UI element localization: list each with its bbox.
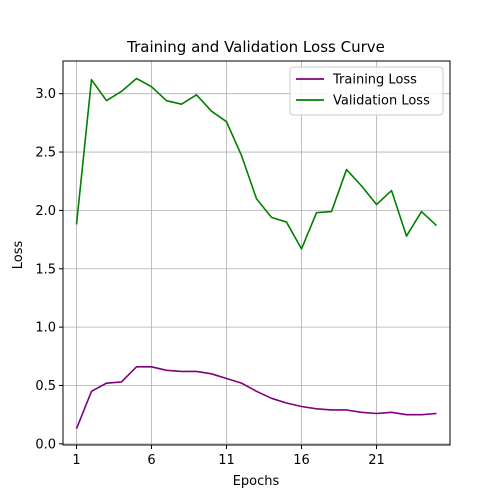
x-axis-label: Epochs (233, 474, 280, 489)
legend-label: Validation Loss (333, 94, 430, 109)
chart-title: Training and Validation Loss Curve (126, 38, 385, 56)
series-line-training-loss (77, 367, 437, 429)
y-tick-label: 3.0 (35, 87, 56, 102)
x-tick-label: 11 (218, 453, 235, 468)
x-tick-label: 1 (72, 453, 80, 468)
y-tick-label: 1.0 (35, 321, 56, 336)
x-tick-label: 6 (147, 453, 155, 468)
legend-label: Training Loss (332, 73, 417, 88)
y-axis-label: Loss (11, 241, 26, 270)
x-tick-label: 16 (293, 453, 310, 468)
x-tick-label: 21 (368, 453, 385, 468)
legend: Training Loss Validation Loss (290, 67, 443, 115)
plot-frame (63, 61, 450, 445)
y-tick-label: 0.0 (35, 437, 56, 452)
y-tick-label: 1.5 (35, 262, 56, 277)
y-tick-label: 2.5 (35, 146, 56, 161)
axis-ticks: 1 6 11 16 210.00.51.01.52.02.53.0 (35, 87, 384, 468)
series-layer (76, 78, 436, 428)
grid (63, 61, 450, 445)
y-tick-label: 0.5 (35, 379, 56, 394)
y-tick-label: 2.0 (35, 204, 56, 219)
